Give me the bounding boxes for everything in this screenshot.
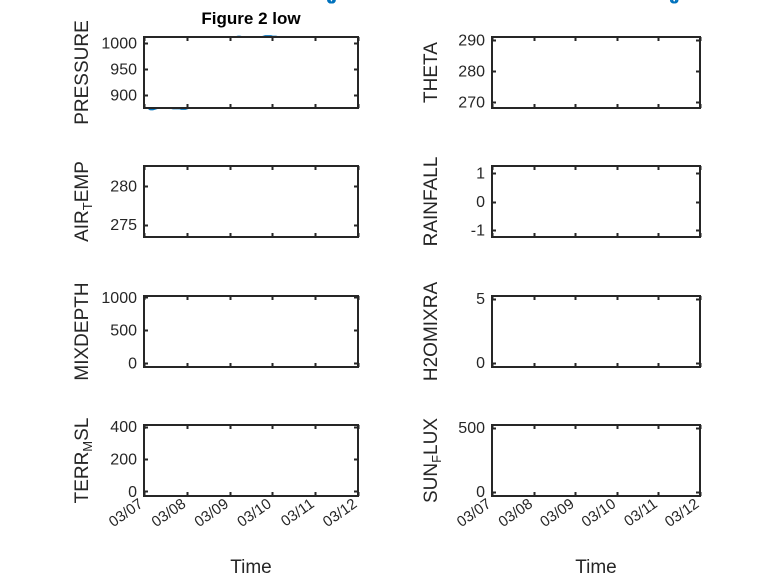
y-axis-label-sun_flux: SUNFLUX — [421, 418, 444, 503]
y-tick-label: 1000 — [101, 36, 137, 53]
y-tick-label: 270 — [458, 94, 485, 111]
figure-title: Figure 2 low — [201, 9, 301, 28]
y-axis-label-mixdepth: MIXDEPTH — [72, 282, 93, 380]
y-axis-label-text: AIRTEMP — [72, 161, 95, 242]
y-tick-labels: 0 500 — [458, 420, 485, 501]
y-axis-label-theta: THETA — [421, 42, 442, 103]
subplot-rainfall: -1 0 1 RAINFALL — [421, 157, 702, 247]
axis-box — [143, 295, 359, 368]
tick-marks — [491, 37, 702, 108]
y-tick-label: 0 — [128, 356, 137, 373]
y-axis-label-pressure: PRESSURE — [72, 20, 93, 125]
y-tick-label: 1 — [476, 166, 485, 183]
y-tick-label: -1 — [471, 222, 485, 239]
y-tick-label: 900 — [110, 88, 137, 105]
tick-marks — [143, 425, 360, 496]
axis-box — [491, 424, 701, 497]
tick-marks — [491, 166, 702, 237]
y-tick-label: 0 — [476, 355, 485, 372]
y-tick-label: 280 — [110, 179, 137, 196]
axis-box — [491, 165, 701, 238]
y-axis-label-text: SUNFLUX — [421, 418, 444, 503]
y-axis-label-text: RAINFALL — [421, 157, 442, 247]
tick-marks — [491, 296, 702, 367]
y-tick-label: 275 — [110, 217, 137, 234]
y-tick-labels: 900 950 1000 — [101, 36, 137, 105]
axis-box — [143, 424, 359, 497]
subplot-air_temp: 275 280 AIRTEMP — [72, 0, 360, 242]
y-axis-label-terr_msl: TERRMSL — [72, 418, 95, 504]
y-tick-label: 950 — [110, 62, 137, 79]
axis-box — [143, 165, 359, 238]
subplot-theta: 270 280 290 THETA — [421, 33, 702, 112]
y-tick-label: 1000 — [101, 290, 137, 307]
y-axis-label-rainfall: RAINFALL — [421, 157, 442, 247]
tick-marks — [491, 425, 702, 496]
x-axis-label-right: Time — [575, 557, 617, 578]
y-tick-label: 200 — [110, 452, 137, 469]
y-tick-labels: 270 280 290 — [458, 33, 485, 112]
axis-box — [491, 295, 701, 368]
y-tick-labels: 05 — [476, 291, 485, 372]
axis-box — [143, 36, 359, 109]
tick-marks — [143, 166, 360, 237]
data-point — [671, 0, 679, 4]
y-axis-label-h2omixra: H2OMIXRA — [421, 282, 442, 382]
tick-marks — [143, 296, 360, 367]
y-tick-label: 290 — [458, 33, 485, 50]
y-axis-label-text: MIXDEPTH — [72, 282, 93, 380]
y-tick-label: 280 — [458, 63, 485, 80]
y-tick-labels: -1 0 1 — [471, 166, 485, 240]
y-tick-labels: 0 200 400 — [110, 419, 137, 501]
subplot-pressure: 900 950 1000 PRESSURE — [72, 0, 360, 125]
y-axis-label-text: THETA — [421, 42, 442, 103]
x-axis-label-left: Time — [230, 557, 272, 578]
y-tick-labels: 0 500 1000 — [101, 290, 137, 373]
y-tick-label: 0 — [128, 484, 137, 501]
y-tick-label: 500 — [458, 420, 485, 437]
data-point — [328, 0, 336, 4]
y-tick-labels: 275 280 — [110, 179, 137, 235]
y-tick-label: 500 — [110, 323, 137, 340]
y-axis-label-text: TERRMSL — [72, 418, 95, 504]
tick-marks — [143, 37, 360, 108]
y-axis-label-text: H2OMIXRA — [421, 282, 442, 382]
y-tick-label: 400 — [110, 419, 137, 436]
y-tick-label: 5 — [476, 291, 485, 308]
y-axis-label-air_temp: AIRTEMP — [72, 161, 95, 242]
y-tick-label: 0 — [476, 484, 485, 501]
y-tick-label: 0 — [476, 194, 485, 211]
axis-box — [491, 36, 701, 109]
subplot-mixdepth: 0 500 1000 MIXDEPTH — [72, 282, 360, 381]
y-axis-label-text: PRESSURE — [72, 20, 93, 125]
